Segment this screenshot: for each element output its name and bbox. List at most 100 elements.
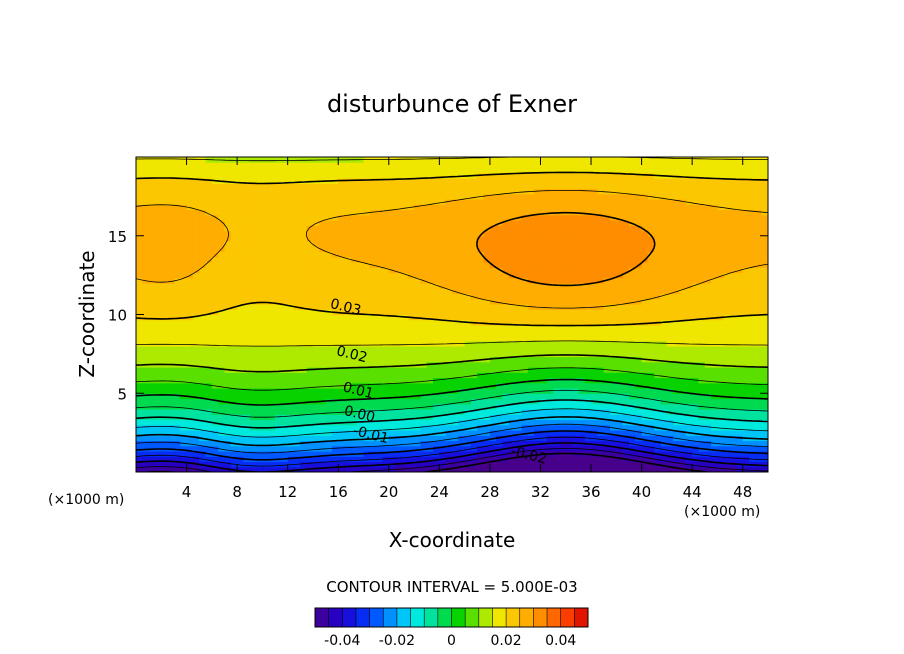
field-cell bbox=[426, 440, 434, 447]
field-cell bbox=[452, 414, 459, 421]
field-cell bbox=[584, 346, 592, 352]
field-cell bbox=[597, 424, 605, 431]
field-cell bbox=[256, 430, 263, 436]
field-cell bbox=[647, 393, 655, 400]
field-cell bbox=[312, 330, 320, 337]
field-cell bbox=[205, 382, 213, 389]
field-cell bbox=[180, 414, 188, 421]
field-cell bbox=[376, 309, 384, 316]
field-cell bbox=[294, 340, 301, 347]
field-cell bbox=[249, 256, 257, 263]
field-cell bbox=[414, 325, 421, 331]
field-cell bbox=[572, 251, 579, 258]
field-cell bbox=[395, 304, 403, 310]
field-cell bbox=[382, 388, 390, 394]
field-cell bbox=[199, 314, 207, 321]
field-cell bbox=[452, 456, 459, 463]
field-cell bbox=[635, 430, 643, 436]
field-cell bbox=[249, 351, 257, 358]
field-cell bbox=[635, 183, 643, 190]
field-cell bbox=[331, 209, 339, 216]
field-cell bbox=[136, 204, 143, 211]
field-cell bbox=[167, 430, 175, 436]
field-cell bbox=[230, 314, 238, 321]
field-cell bbox=[610, 288, 617, 295]
field-cell bbox=[319, 220, 327, 226]
field-cell bbox=[515, 178, 523, 184]
field-cell bbox=[199, 367, 207, 373]
field-cell bbox=[521, 256, 529, 263]
field-cell bbox=[224, 193, 232, 200]
field-cell bbox=[439, 162, 447, 169]
field-cell bbox=[502, 167, 510, 174]
field-cell bbox=[268, 335, 276, 342]
field-cell bbox=[496, 456, 504, 463]
field-cell bbox=[376, 157, 384, 163]
field-cell bbox=[211, 435, 219, 442]
field-cell bbox=[275, 235, 282, 242]
field-cell bbox=[477, 414, 485, 421]
field-cell bbox=[173, 435, 181, 442]
field-cell bbox=[414, 256, 421, 263]
field-cell bbox=[325, 304, 333, 310]
field-cell bbox=[344, 246, 352, 253]
field-cell bbox=[452, 251, 459, 258]
field-cell bbox=[306, 346, 314, 352]
field-cell bbox=[142, 241, 150, 247]
field-cell bbox=[154, 456, 162, 463]
field-cell bbox=[572, 309, 579, 316]
field-cell bbox=[376, 256, 384, 263]
field-cell bbox=[470, 382, 478, 389]
field-cell bbox=[173, 398, 181, 405]
field-cell bbox=[167, 435, 175, 442]
field-cell bbox=[192, 251, 200, 258]
field-cell bbox=[161, 351, 169, 358]
field-cell bbox=[268, 304, 276, 310]
field-cell bbox=[350, 330, 358, 337]
field-cell bbox=[161, 172, 169, 179]
field-cell bbox=[496, 361, 504, 368]
field-cell bbox=[142, 382, 150, 389]
field-cell bbox=[458, 167, 466, 174]
field-cell bbox=[641, 466, 649, 472]
field-cell bbox=[654, 162, 662, 169]
field-cell bbox=[154, 272, 162, 279]
field-cell bbox=[287, 267, 295, 274]
field-cell bbox=[312, 451, 320, 457]
field-cell bbox=[306, 330, 314, 337]
field-cell bbox=[477, 157, 485, 163]
field-cell bbox=[154, 172, 162, 179]
field-cell bbox=[325, 209, 333, 216]
field-cell bbox=[591, 309, 598, 316]
field-cell bbox=[477, 388, 485, 394]
field-cell bbox=[230, 393, 238, 400]
field-cell bbox=[294, 267, 301, 274]
field-cell bbox=[565, 172, 573, 179]
field-cell bbox=[262, 183, 270, 190]
field-cell bbox=[508, 351, 516, 358]
field-cell bbox=[452, 382, 459, 389]
field-cell bbox=[401, 262, 409, 268]
field-cell bbox=[237, 288, 245, 295]
field-cell bbox=[483, 304, 491, 310]
field-cell bbox=[452, 393, 459, 400]
field-cell bbox=[407, 267, 415, 274]
field-cell bbox=[287, 246, 295, 253]
field-cell bbox=[306, 388, 314, 394]
field-cell bbox=[154, 262, 162, 268]
field-cell bbox=[262, 461, 270, 468]
field-cell bbox=[654, 277, 662, 284]
field-cell bbox=[395, 382, 403, 389]
field-cell bbox=[426, 288, 434, 295]
field-cell bbox=[199, 382, 207, 389]
field-cell bbox=[154, 319, 162, 326]
field-cell bbox=[287, 220, 295, 226]
field-cell bbox=[508, 361, 516, 368]
field-cell bbox=[591, 162, 598, 169]
field-cell bbox=[489, 220, 497, 226]
field-cell bbox=[420, 340, 428, 347]
field-cell bbox=[654, 330, 662, 337]
field-cell bbox=[641, 246, 649, 253]
field-cell bbox=[502, 225, 510, 232]
field-cell bbox=[338, 283, 346, 289]
